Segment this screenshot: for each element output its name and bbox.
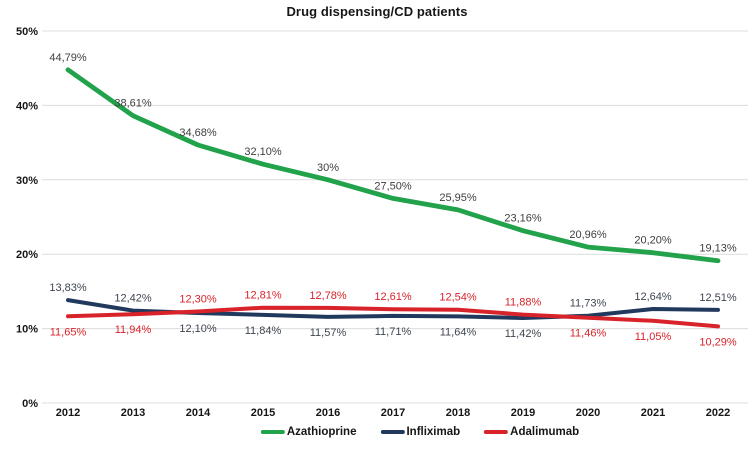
data-label-adalimumab: 12,30% <box>179 293 217 305</box>
chart-legend: Azathioprine Infliximab Adalimumab <box>260 426 579 438</box>
data-label-azathioprine: 25,95% <box>439 192 477 204</box>
data-label-azathioprine: 34,68% <box>179 127 217 139</box>
data-label-adalimumab: 12,54% <box>439 292 477 304</box>
data-label-azathioprine: 32,10% <box>244 146 282 158</box>
x-axis-tick-label: 2012 <box>56 407 80 419</box>
data-label-azathioprine: 27,50% <box>374 180 412 192</box>
x-axis-tick-label: 2022 <box>706 407 730 419</box>
data-label-infliximab: 13,83% <box>49 282 87 294</box>
legend-marker-infliximab <box>380 430 405 434</box>
data-label-infliximab: 11,73% <box>570 298 607 310</box>
y-axis-tick-label: 10% <box>16 324 38 336</box>
legend-label: Azathioprine <box>286 426 357 438</box>
data-label-infliximab: 11,71% <box>375 326 412 338</box>
data-label-infliximab: 11,64% <box>440 326 477 338</box>
data-label-adalimumab: 11,46% <box>570 328 607 340</box>
data-label-infliximab: 12,10% <box>179 323 217 335</box>
data-label-infliximab: 11,57% <box>310 327 347 339</box>
data-label-adalimumab: 12,61% <box>374 291 412 303</box>
data-label-infliximab: 12,51% <box>699 292 737 304</box>
data-label-infliximab: 12,42% <box>114 293 152 305</box>
x-axis-tick-label: 2019 <box>511 407 535 419</box>
data-label-azathioprine: 20,20% <box>634 235 672 247</box>
data-label-azathioprine: 44,79% <box>49 52 87 64</box>
legend-label: Adalimumab <box>510 426 580 438</box>
data-label-adalimumab: 11,94% <box>115 324 152 336</box>
x-axis-tick-label: 2018 <box>446 407 470 419</box>
x-axis-tick-label: 2020 <box>576 407 600 419</box>
y-axis-tick-label: 40% <box>16 100 38 112</box>
legend-label: Infliximab <box>406 426 461 438</box>
data-label-azathioprine: 23,16% <box>504 213 542 225</box>
x-axis-tick-label: 2017 <box>381 407 405 419</box>
data-label-adalimumab: 11,05% <box>635 331 672 343</box>
series-line-azathioprine <box>65 67 721 264</box>
series-line-adalimumab <box>66 305 720 329</box>
x-axis-tick-label: 2021 <box>641 407 665 419</box>
y-axis-tick-label: 50% <box>16 26 38 38</box>
data-label-infliximab: 11,84% <box>245 325 282 337</box>
x-axis-tick-label: 2016 <box>316 407 340 419</box>
data-label-azathioprine: 38,61% <box>114 98 152 110</box>
legend-marker-adalimumab <box>484 430 509 434</box>
x-axis-tick-label: 2014 <box>186 407 211 419</box>
data-label-azathioprine: 30% <box>317 162 339 174</box>
legend-item-azathioprine: Azathioprine <box>260 426 357 438</box>
data-label-adalimumab: 11,65% <box>50 326 87 338</box>
data-label-azathioprine: 19,13% <box>699 243 737 255</box>
x-axis-tick-label: 2013 <box>121 407 145 419</box>
chart-title: Drug dispensing/CD patients <box>286 4 468 19</box>
data-label-adalimumab: 10,29% <box>699 336 737 348</box>
data-label-adalimumab: 12,78% <box>309 290 347 302</box>
y-axis-tick-label: 30% <box>16 175 38 187</box>
data-label-azathioprine: 20,96% <box>569 229 607 241</box>
data-label-adalimumab: 11,88% <box>505 297 542 309</box>
x-axis-tick-label: 2015 <box>251 407 275 419</box>
data-label-infliximab: 12,64% <box>634 291 672 303</box>
data-label-infliximab: 11,42% <box>505 328 542 340</box>
y-axis-tick-label: 0% <box>22 398 38 410</box>
legend-marker-azathioprine <box>260 430 285 434</box>
data-label-adalimumab: 12,81% <box>244 290 282 302</box>
legend-item-adalimumab: Adalimumab <box>484 426 579 438</box>
y-axis-tick-label: 20% <box>16 249 38 261</box>
legend-item-infliximab: Infliximab <box>380 426 460 438</box>
